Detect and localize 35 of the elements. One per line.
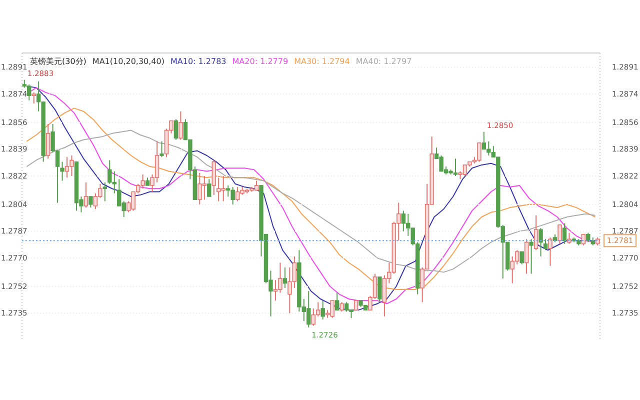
text: MA20: 1.2779: [232, 57, 288, 66]
candlestick: [543, 238, 548, 251]
candlestick: [32, 92, 36, 104]
candlestick: [102, 182, 108, 202]
candlestick: [562, 222, 567, 244]
text: MA1(10,20,30,40): [92, 57, 164, 66]
candlestick: [534, 214, 538, 251]
candlestick: [581, 234, 586, 246]
candlestick: [282, 266, 288, 288]
candlestick: [334, 292, 340, 311]
text: MA10: 1.2783: [170, 57, 226, 66]
candlestick: [529, 238, 534, 274]
text: MA30: 1.2794: [294, 57, 350, 66]
candlestick: [88, 196, 93, 208]
candlestick: [160, 140, 164, 158]
candlestick: [212, 160, 216, 196]
candlestick: [567, 232, 572, 244]
candlestick: [340, 302, 344, 312]
candlestick: [174, 118, 178, 140]
candlestick: [84, 182, 88, 208]
candlestick: [520, 251, 524, 265]
candlestick: [320, 300, 325, 320]
candlestick: [46, 123, 50, 160]
text: 英镑美元(30分): [30, 57, 86, 66]
candlestick: [558, 224, 562, 244]
candlestick: [207, 178, 212, 197]
candlestick: [60, 161, 64, 182]
candlestick: [538, 228, 543, 257]
text: MA40: 1.2797: [356, 57, 412, 66]
candlestick: [586, 232, 590, 243]
candlestick: [548, 237, 552, 266]
candlestick: [178, 110, 183, 140]
candlestick: [354, 300, 358, 310]
candlestick: [378, 276, 382, 303]
candlestick: [524, 238, 529, 274]
